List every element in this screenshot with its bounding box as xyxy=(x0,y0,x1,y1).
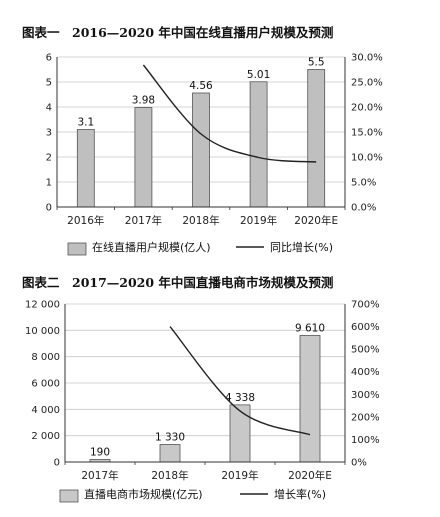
chart1-category-label: 2020年E xyxy=(294,214,338,227)
chart2-growth-line xyxy=(169,326,311,436)
chart2-left-tick-label: 4 000 xyxy=(31,405,60,416)
chart1-left-tick-label: 0 xyxy=(46,203,52,214)
chart1-left-tick-label: 2 xyxy=(46,153,52,164)
chart1-category-label: 2016年 xyxy=(67,214,104,227)
chart1-title: 图表一 2016—2020 年中国在线直播用户规模及预测 xyxy=(22,25,334,40)
chart1-right-tick-label: 5.0% xyxy=(351,178,376,189)
chart1-legend-line-label: 同比增长(%) xyxy=(270,240,333,254)
chart1-bar xyxy=(134,107,153,208)
chart2-left-tick-label: 8 000 xyxy=(31,352,60,363)
chart1-left-tick-label: 3 xyxy=(46,128,52,139)
chart1-bar-value-label: 5.01 xyxy=(247,69,270,81)
chart2-category-label: 2017年 xyxy=(81,469,118,482)
chart1-category-label: 2018年 xyxy=(182,214,219,227)
chart2-right-tick-label: 0% xyxy=(351,458,367,469)
chart1-left-tick-label: 5 xyxy=(46,78,52,89)
chart2-right-tick-label: 400% xyxy=(351,367,380,378)
chart2-left-tick-label: 10 000 xyxy=(25,326,60,337)
chart1-left-tick-label: 4 xyxy=(46,103,52,114)
chart1-right-tick-label: 30.0% xyxy=(351,53,383,64)
chart2-legend-bar-swatch xyxy=(59,489,79,503)
chart1-bar xyxy=(249,81,268,208)
chart2-right-tick-label: 300% xyxy=(351,390,380,401)
chart2-right-tick-label: 100% xyxy=(351,435,380,446)
chart1-right-tick-label: 25.0% xyxy=(351,78,383,89)
chart2-right-tick-label: 600% xyxy=(351,322,380,333)
chart1-left-tick-label: 1 xyxy=(46,178,52,189)
chart2-category-label: 2020年E xyxy=(288,469,332,482)
chart1-growth-line xyxy=(142,64,317,163)
chart2-left-tick-label: 12 000 xyxy=(25,300,60,311)
chart1-right-tick-label: 20.0% xyxy=(351,103,383,114)
chart2-bar-value-label: 190 xyxy=(90,446,110,458)
chart2-category-label: 2019年 xyxy=(221,469,258,482)
chart1-bar-value-label: 5.5 xyxy=(308,57,325,69)
chart1-bar xyxy=(307,69,326,208)
chart2-bar xyxy=(159,444,181,463)
chart1-legend-bar-swatch xyxy=(67,242,87,256)
chart2-bar xyxy=(229,404,251,463)
chart1-bar-value-label: 3.1 xyxy=(77,117,94,129)
chart1-right-tick-label: 0.0% xyxy=(351,203,376,214)
chart1-category-label: 2019年 xyxy=(240,214,277,227)
chart2-legend-line-label: 增长率(%) xyxy=(274,487,326,501)
chart2-bar xyxy=(299,335,321,463)
chart2-bar-value-label: 1 330 xyxy=(155,431,185,443)
chart2-bar-value-label: 9 610 xyxy=(295,322,325,334)
chart2-category-label: 2018年 xyxy=(151,469,188,482)
chart2-legend-bar-label: 直播电商市场规模(亿元) xyxy=(84,487,203,501)
chart2-title: 图表二 2017—2020 年中国直播电商市场规模及预测 xyxy=(22,275,334,290)
chart1-bar-value-label: 4.56 xyxy=(189,80,213,92)
chart1-bar xyxy=(192,92,210,208)
chart1-legend-bar-label: 在线直播用户规模(亿人) xyxy=(92,240,211,254)
chart1-left-tick-label: 6 xyxy=(46,53,52,64)
chart1-bar-value-label: 3.98 xyxy=(132,95,155,107)
chart1-bar xyxy=(76,129,95,208)
chart2-right-tick-label: 700% xyxy=(351,300,380,311)
chart2-right-tick-label: 200% xyxy=(351,412,380,423)
chart2-bar-value-label: 4 338 xyxy=(225,392,255,404)
chart2-right-tick-label: 500% xyxy=(351,345,380,356)
chart2-left-tick-label: 6 000 xyxy=(31,379,60,390)
chart2-left-tick-label: 2 000 xyxy=(31,431,60,442)
chart1-right-tick-label: 10.0% xyxy=(351,153,383,164)
chart2-left-tick-label: 0 xyxy=(54,458,60,469)
chart1-category-label: 2017年 xyxy=(125,214,162,227)
chart1-right-tick-label: 15.0% xyxy=(351,128,383,139)
